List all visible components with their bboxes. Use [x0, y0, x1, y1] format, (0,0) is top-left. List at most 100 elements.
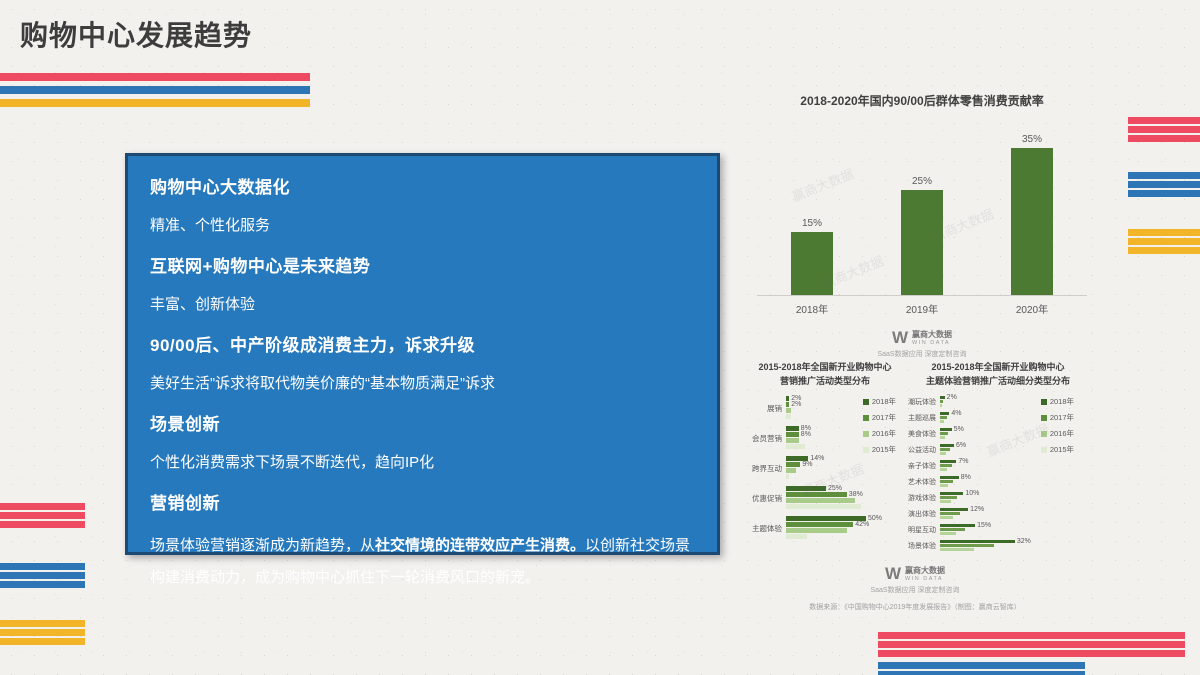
bar [940, 500, 951, 503]
bar-value-label: 15% [977, 522, 992, 529]
bar [940, 412, 950, 415]
bar [940, 452, 947, 455]
bar-line [940, 516, 984, 519]
row-label: 会员营销 [752, 433, 782, 443]
bar-line [940, 496, 979, 499]
legend-item: 2018年 [1040, 396, 1074, 407]
bar [940, 480, 954, 483]
bar-line [940, 500, 979, 503]
row-bars: 12% [940, 506, 984, 520]
legend-label: 2018年 [1049, 397, 1074, 406]
bar-line: 7% [940, 458, 969, 465]
bar [940, 420, 945, 423]
row-label: 亲子体验 [908, 463, 936, 470]
bar [786, 492, 847, 497]
data-source-note: 数据来源：《中国购物中心2019年度发展报告》（制图：赢商云智库） [809, 604, 1021, 611]
bar-value-label: 32% [1016, 538, 1031, 545]
retail-contribution-chart: 2018-2020年国内90/00后群体零售消费贡献率 15% 25% 35% 20… [757, 92, 1087, 359]
legend-label: 2017年 [871, 413, 896, 422]
bar-line [940, 512, 984, 515]
windata-logo-mark: W [891, 328, 909, 347]
windata-logo: W 赢商大数据 WIN DATA SaaS数据应用 深度定制咨询 [742, 564, 1088, 595]
bar-value-label: 35% [1021, 134, 1042, 145]
bar-line [786, 534, 908, 539]
chart-legend: 2018年 2017年 2016年 2015年 [862, 396, 896, 460]
bar [786, 468, 796, 473]
bar-value-label: 50% [868, 515, 883, 522]
bar-column: 25% [867, 109, 977, 295]
windata-logo-name: 赢商大数据 [905, 565, 946, 575]
stripe-blue [0, 86, 310, 94]
bar [786, 396, 790, 401]
chart-row: 美食体验 5% [908, 426, 1088, 440]
chart-row: 演出体验 12% [908, 506, 1088, 520]
content-body: 精准、个性化服务 [150, 217, 271, 234]
bar [786, 408, 791, 413]
bar-line: 12% [940, 506, 984, 513]
bar [786, 456, 809, 461]
stripe-yellow [0, 99, 310, 107]
legend-swatch [862, 398, 869, 405]
chart-row: 展销 2% 2% [742, 395, 908, 420]
bar [786, 504, 862, 509]
bar-line [940, 484, 971, 487]
bar-line [940, 432, 964, 435]
bar-line: 6% [940, 442, 967, 449]
legend-item: 2018年 [862, 396, 896, 407]
row-bars: 32% [940, 538, 1031, 552]
bar-value-label: 15% [801, 218, 822, 229]
bar [786, 522, 854, 527]
legend-swatch [1040, 430, 1047, 437]
bar [940, 524, 976, 527]
page-title: 购物中心发展趋势 [20, 20, 253, 51]
right-edge-stripes-yellow [1128, 229, 1200, 256]
bar [940, 540, 1015, 543]
key-points-panel: 购物中心大数据化 精准、个性化服务 互联网+购物中心是未来趋势 丰富、创新体验 90/0… [125, 153, 720, 586]
row-label: 美食体验 [908, 431, 936, 438]
bar [786, 426, 799, 431]
bar-value-label: 6% [956, 442, 967, 449]
bar [940, 544, 994, 547]
bar-line: 2% [786, 395, 908, 402]
bar-value-label: 42% [855, 521, 870, 528]
bar-line [940, 452, 966, 455]
bar-line [940, 464, 969, 467]
chart-plot-area: 2018年 2017年 2016年 2015年 展销 2% 2% 会员营销 8% 8% 跨界互动 1… [742, 395, 908, 540]
bar [940, 400, 944, 403]
bar [940, 484, 949, 487]
legend-label: 2015年 [1049, 445, 1074, 454]
theme-experience-chart: 2015-2018年全国新开业购物中心 主题体验营销推广活动细分类型分布 201… [908, 360, 1088, 556]
content-heading: 营销创新 [150, 494, 220, 513]
bar-line: 9% [786, 461, 908, 468]
bar-value-label: 38% [848, 491, 863, 498]
legend-label: 2018年 [871, 397, 896, 406]
bar-line [940, 448, 966, 451]
bar [786, 516, 866, 521]
windata-logo-sub: WIN DATA [905, 575, 944, 582]
content-body: 个性化消费需求下场景不断迭代，趋向IP化 [150, 454, 435, 471]
bar-line [940, 468, 969, 471]
bar [786, 414, 791, 419]
bar-column: 15% [757, 109, 867, 295]
bar-column: 35% [977, 109, 1087, 295]
content-heading: 购物中心大数据化 [150, 178, 290, 197]
bar-value-label: 14% [810, 455, 825, 462]
content-body: 场景体验营销逐渐成为新趋势，从社交情境的连带效应产生消费。以创新社交场景构建消费… [150, 537, 691, 586]
row-label: 公益活动 [908, 447, 936, 454]
bar-line [940, 544, 1031, 547]
row-label: 明星互动 [908, 527, 936, 534]
bar-line [940, 528, 991, 531]
chart-title-line1: 2015-2018年全国新开业购物中心 [931, 362, 1065, 372]
bar [940, 492, 964, 495]
bar [940, 468, 948, 471]
bar-line: 10% [940, 490, 979, 497]
bar-line [786, 444, 908, 449]
title-underline-stripes [0, 73, 310, 112]
bottom-branding: W 赢商大数据 WIN DATA SaaS数据应用 深度定制咨询 数据来源：《中… [742, 564, 1088, 612]
chart-row: 跨界互动 14% 9% [742, 455, 908, 480]
chart-row: 艺术体验 8% [908, 474, 1088, 488]
content-body: 丰富、创新体验 [150, 296, 256, 313]
bar-line [940, 404, 957, 407]
legend-item: 2017年 [862, 412, 896, 423]
bar [940, 548, 974, 551]
